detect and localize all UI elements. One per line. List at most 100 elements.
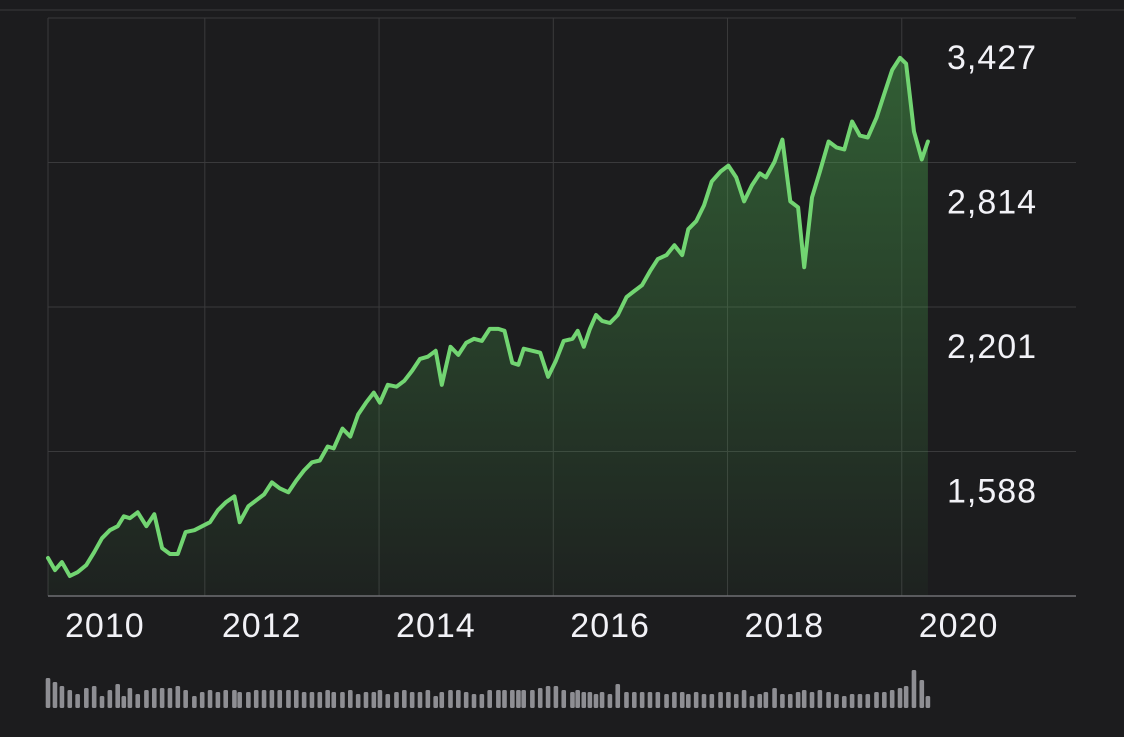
volume-bar <box>834 694 839 708</box>
volume-bar <box>385 694 391 708</box>
volume-bar <box>530 690 535 708</box>
volume-bar <box>75 694 80 708</box>
volume-bar <box>286 690 291 708</box>
volume-bar <box>545 686 551 708</box>
volume-bar <box>693 692 699 708</box>
volume-bar <box>496 690 501 708</box>
volume-bar <box>425 690 431 708</box>
volume-bar <box>817 690 823 708</box>
volume-bar <box>99 696 105 708</box>
volume-bar <box>709 694 715 708</box>
volume-bar <box>121 696 127 708</box>
volume-bar <box>757 694 763 708</box>
volume-bar <box>59 686 65 708</box>
volume-bar <box>587 692 593 708</box>
volume-bar <box>261 690 267 708</box>
x-tick-label: 2012 <box>222 607 302 645</box>
volume-bar <box>417 692 423 708</box>
volume-bar <box>593 694 599 708</box>
volume-bar <box>919 680 925 708</box>
volume-bar <box>874 692 879 708</box>
volume-bar <box>84 688 89 708</box>
volume-bar <box>889 690 895 708</box>
volume-bar <box>67 690 73 708</box>
volume-bar <box>237 692 242 708</box>
y-tick-label: 1,588 <box>947 472 1037 510</box>
volume-bar <box>733 694 739 708</box>
x-tick-label: 2020 <box>919 607 999 645</box>
x-tick-label: 2018 <box>745 607 825 645</box>
volume-bar <box>780 694 785 708</box>
volume-bar <box>246 692 251 708</box>
volume-bar <box>394 692 399 708</box>
volume-bar <box>127 688 133 708</box>
volume-bar <box>439 692 445 708</box>
volume-bar <box>865 694 871 708</box>
volume-bar <box>433 696 438 708</box>
y-tick-label: 3,427 <box>947 39 1037 77</box>
volume-bar <box>277 690 283 708</box>
volume-bar <box>363 692 369 708</box>
volume-bar <box>553 686 559 708</box>
volume-bar <box>510 690 515 708</box>
volume-bar <box>502 690 507 708</box>
volume-bar <box>903 686 909 708</box>
volume-bar <box>331 692 337 708</box>
volume-bar <box>52 682 58 708</box>
volume-bar <box>223 690 229 708</box>
volume-bar <box>159 688 165 708</box>
marks <box>45 55 931 708</box>
labels: 1,588 2,201 2,814 3,427 2010 2012 2014 2016 2018… <box>65 39 1037 645</box>
volume-bar <box>624 692 629 708</box>
volume-bar <box>561 690 567 708</box>
volume-bar <box>911 670 917 708</box>
volume-bar <box>325 690 330 708</box>
volume-bar <box>701 694 707 708</box>
volume-bar <box>183 690 188 708</box>
line <box>46 55 930 578</box>
volume-bar <box>144 690 149 708</box>
volume-bar <box>647 692 653 708</box>
volume-bar <box>772 688 777 708</box>
volume-bar <box>599 692 605 708</box>
volume-bar <box>348 690 353 708</box>
volume-bar <box>355 694 361 708</box>
area <box>48 57 928 597</box>
volume-bar <box>575 690 580 708</box>
volume-bar <box>91 686 97 708</box>
volume-bar <box>151 688 157 708</box>
volume-bar <box>718 692 723 708</box>
x-tick-label: 2016 <box>570 607 650 645</box>
volume-bar <box>192 696 197 708</box>
y-tick-label: 2,814 <box>947 183 1037 221</box>
volume-bar <box>809 692 815 708</box>
volume-bar <box>135 694 141 708</box>
volume-bar <box>309 692 315 708</box>
volume-bar <box>402 690 407 708</box>
volume-bar <box>253 690 259 708</box>
volume-bar <box>897 688 903 708</box>
volume-bar <box>672 692 677 708</box>
volume-bar <box>639 692 645 708</box>
volume-bar <box>741 690 747 708</box>
volume-bar <box>749 696 755 708</box>
volume-bar <box>269 690 275 708</box>
volume-bar <box>377 690 383 708</box>
volume-bar <box>479 694 485 708</box>
volume-bar <box>925 696 931 708</box>
volume-bar <box>570 692 575 708</box>
volume-bar <box>207 690 213 708</box>
volume-bar <box>107 690 113 708</box>
volume-bar <box>679 692 685 708</box>
volume-bar <box>857 694 863 708</box>
volume-bar <box>655 692 661 708</box>
volume-bar <box>293 690 299 708</box>
y-tick-label: 2,201 <box>947 328 1037 366</box>
x-tick-label: 2014 <box>396 607 476 645</box>
volume-bar <box>448 690 453 708</box>
volume-bar <box>471 694 477 708</box>
volume-bar <box>787 694 793 708</box>
volume-bar <box>232 690 237 708</box>
